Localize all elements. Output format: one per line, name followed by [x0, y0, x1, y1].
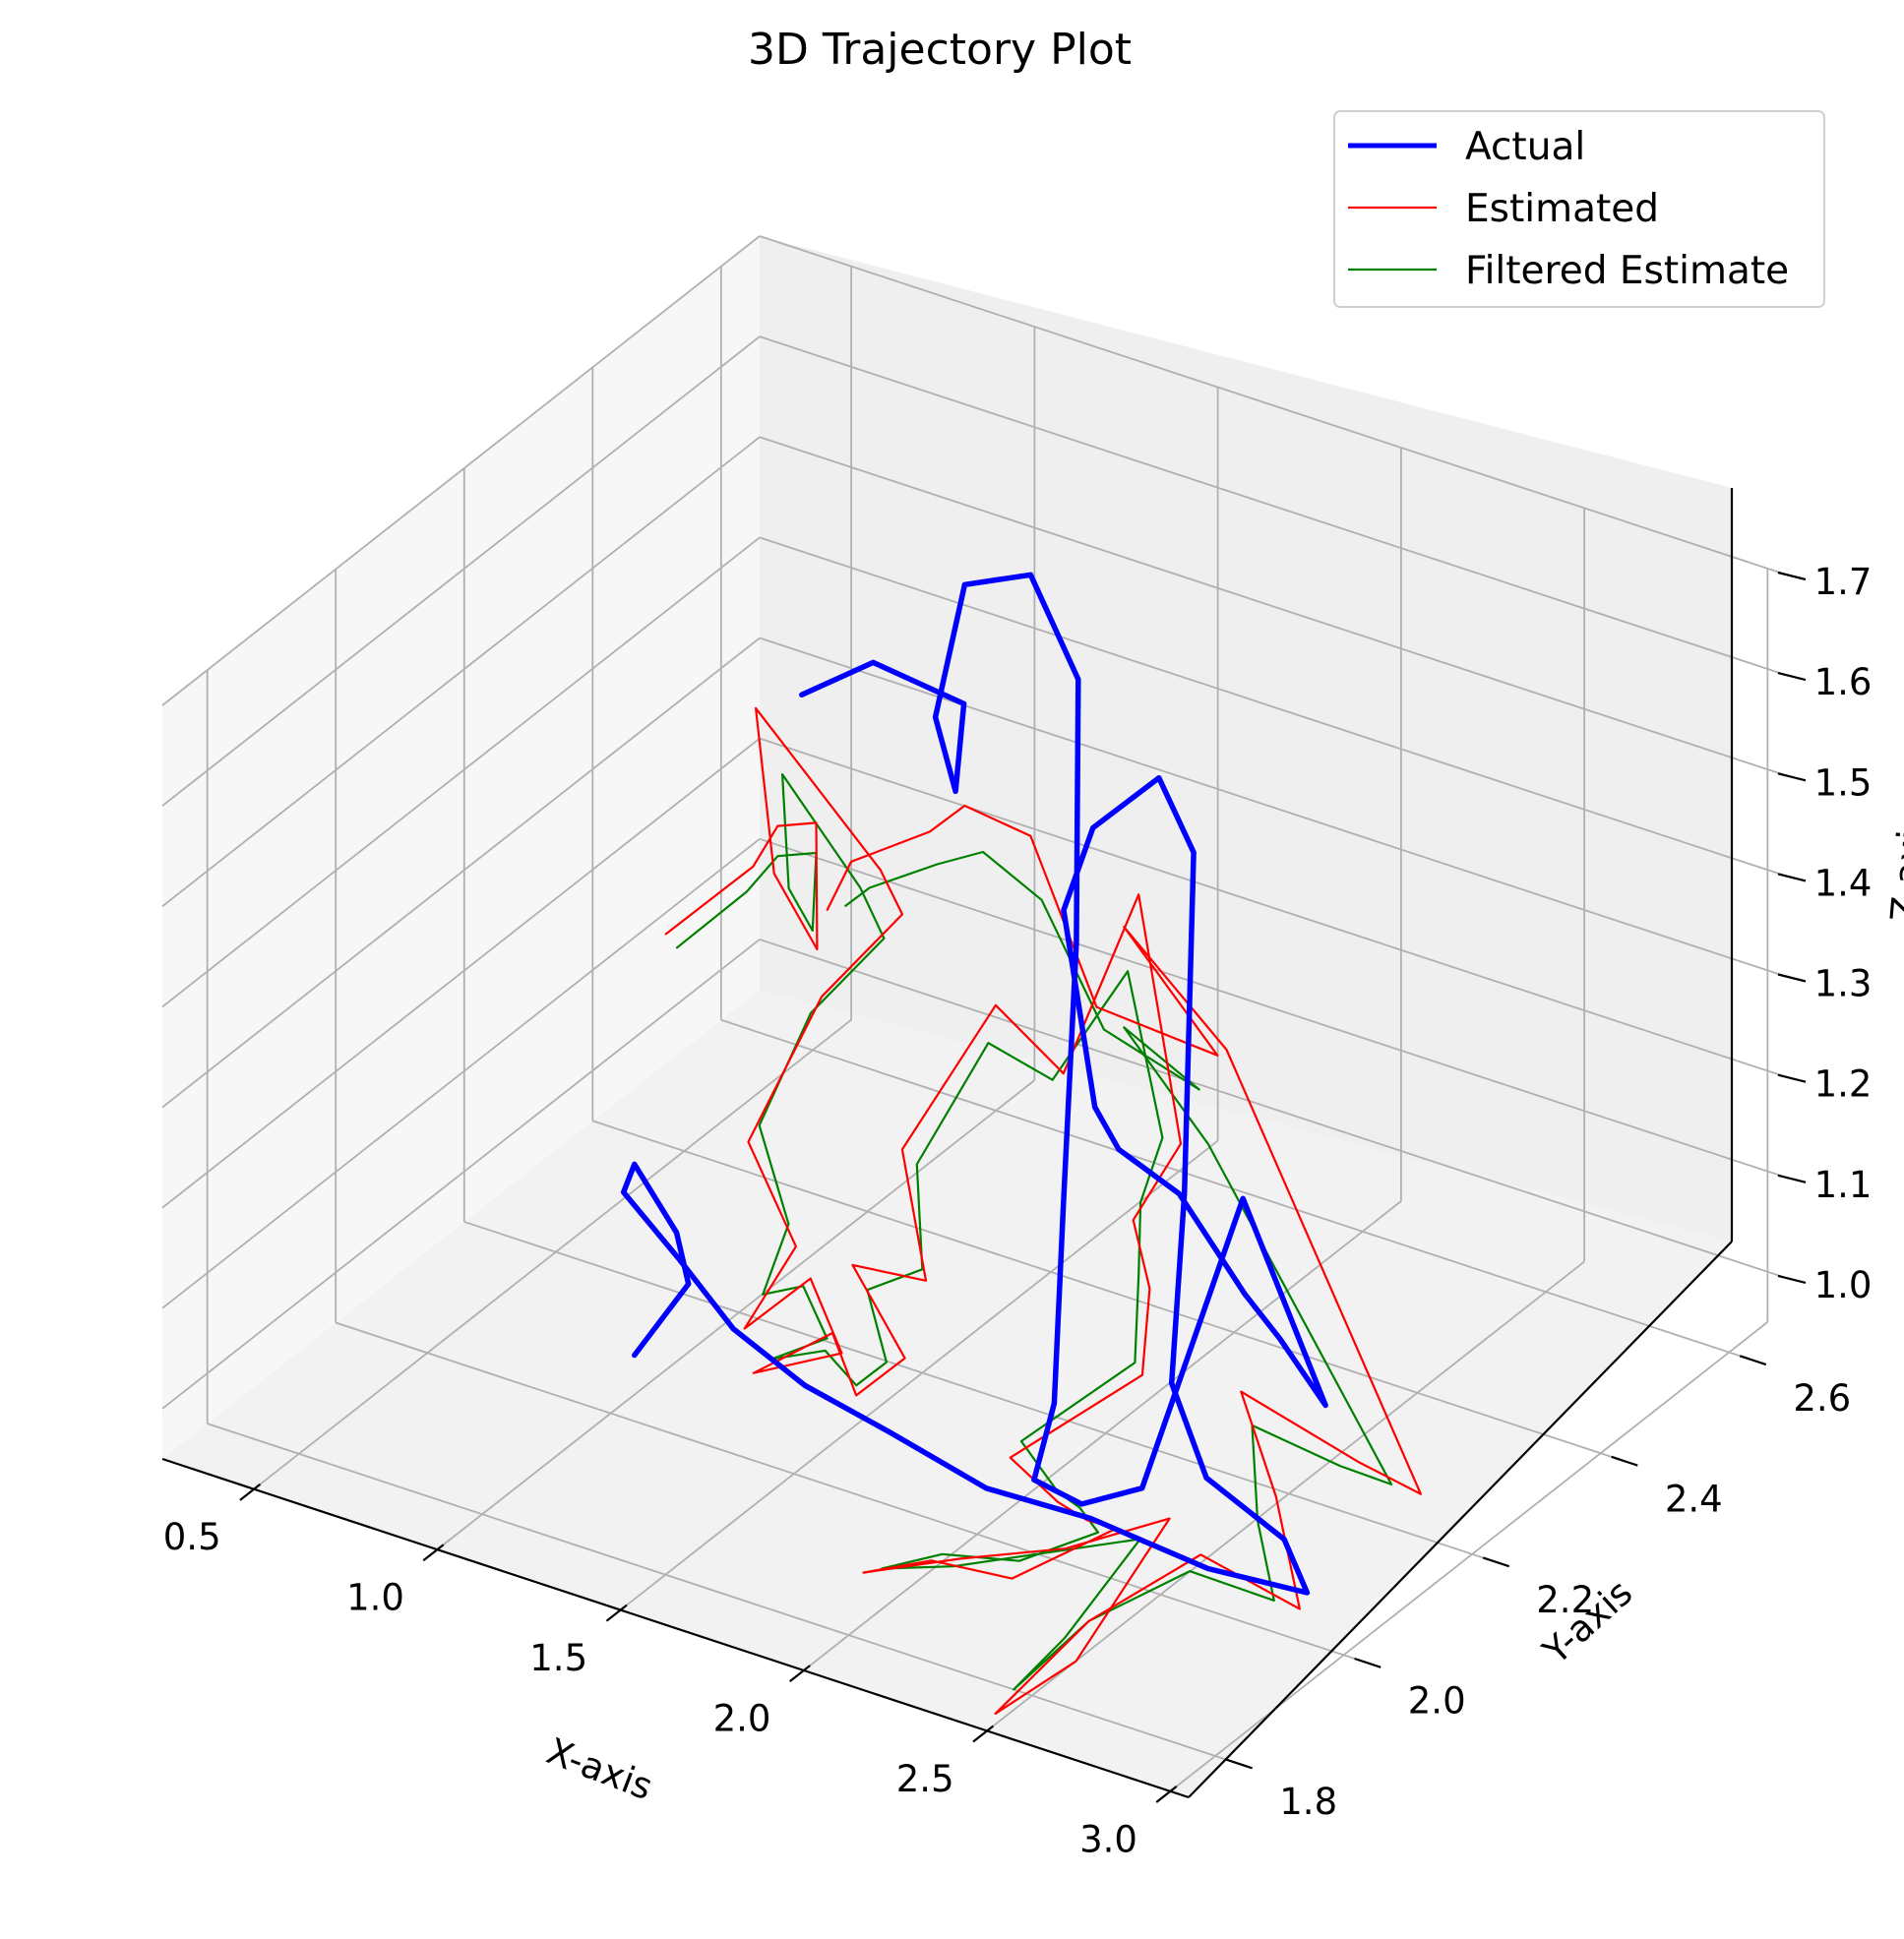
grid-z-back-1-1 [759, 837, 1787, 1179]
tick-marks: 0.5 1.0 1.5 2.0 2.5 3.0 1.8 2.0 2.2 2.4 2.6 1.0 1.1 1… [163, 561, 1873, 1860]
y-tick-label-1-8: 1.8 [1279, 1781, 1337, 1823]
chart-title: 3D Trajectory Plot [748, 25, 1132, 75]
grid-y-floor-1-8 [207, 1423, 1234, 1763]
y-tick-mark-2-0 [1354, 1657, 1382, 1668]
grid-lines [161, 235, 1787, 1792]
grid-x-floor-2-5 [986, 1260, 1585, 1732]
grid-x-floor-0-5 [253, 1019, 852, 1490]
series-line-estimated [664, 706, 1423, 1716]
grid-z-left-1-3 [161, 636, 761, 1109]
grid-x-floor-2-0 [803, 1200, 1402, 1671]
grid-z-left-1-6 [161, 335, 761, 807]
y-axis-line [1188, 1241, 1733, 1798]
x-tick-label-1-5: 1.5 [529, 1637, 587, 1679]
axis-lines [161, 488, 1734, 1799]
x-tick-mark-2-5 [972, 1725, 995, 1743]
x-tick-label-0-5: 0.5 [163, 1516, 221, 1558]
legend-label-actual: Actual [1465, 125, 1585, 169]
grid-z-back-1-4 [759, 536, 1787, 878]
x-tick-mark-3-0 [1155, 1786, 1178, 1803]
grid-y-floor-2-6 [720, 1018, 1749, 1360]
y-tick-label-2-0: 2.0 [1408, 1680, 1466, 1723]
grid-z-left-1-5 [161, 436, 761, 907]
legend-box [1333, 110, 1825, 308]
z-tick-label-1-5: 1.5 [1814, 761, 1873, 804]
legend-label-filtered-estimate: Filtered Estimate [1465, 249, 1789, 293]
z-tick-label-1-4: 1.4 [1814, 862, 1873, 904]
grid-x-floor-1-0 [436, 1079, 1035, 1550]
legend: Actual Estimated Filtered Estimate [1333, 110, 1825, 308]
y-tick-mark-1-8 [1225, 1758, 1254, 1770]
back-pane [760, 236, 1732, 1242]
z-tick-mark-1-1 [1777, 1174, 1807, 1183]
y-tick-mark-2-2 [1482, 1556, 1510, 1568]
grid-z-back-1-3 [759, 636, 1787, 978]
x-tick-label-2-0: 2.0 [713, 1697, 771, 1739]
y-tick-label-2-2: 2.2 [1536, 1579, 1594, 1621]
z-tick-label-1-2: 1.2 [1814, 1063, 1873, 1106]
z-axis-title: Z-axis [1882, 810, 1904, 924]
plot-area [620, 572, 1423, 1716]
y-tick-label-2-4: 2.4 [1665, 1478, 1723, 1520]
z-tick-mark-1-2 [1777, 1073, 1807, 1083]
axis-panes [162, 236, 1732, 1797]
grid-z-back-1-6 [759, 335, 1787, 676]
x-tick-label-2-5: 2.5 [896, 1758, 954, 1800]
grid-z-left-1-2 [161, 737, 761, 1209]
x-tick-mark-0-5 [239, 1483, 262, 1501]
grid-z-back-1-2 [759, 737, 1787, 1078]
grid-z-back-1-7 [759, 235, 1787, 576]
grid-z-left-1-0 [161, 939, 761, 1410]
grid-x-floor-1-5 [620, 1139, 1219, 1611]
grid-z-left-1-1 [161, 838, 761, 1309]
z-tick-label-1-6: 1.6 [1814, 661, 1873, 703]
grid-z-back-1-0 [759, 939, 1787, 1279]
x-tick-label-3-0: 3.0 [1079, 1818, 1137, 1860]
grid-y-floor-2-2 [463, 1221, 1492, 1561]
grid-y-floor-2-0 [335, 1321, 1363, 1663]
left-pane [162, 236, 760, 1459]
y-tick-label-2-6: 2.6 [1793, 1377, 1851, 1420]
z-tick-mark-1-3 [1777, 973, 1807, 983]
x-tick-mark-1-0 [422, 1544, 445, 1562]
grid-z-back-1-5 [759, 436, 1787, 777]
x-axis-line [161, 1457, 1190, 1799]
z-tick-label-1-1: 1.1 [1814, 1164, 1873, 1206]
z-tick-mark-1-0 [1777, 1274, 1807, 1284]
y-tick-mark-2-6 [1739, 1355, 1767, 1366]
legend-label-estimated: Estimated [1465, 187, 1659, 231]
z-tick-label-1-0: 1.0 [1814, 1264, 1873, 1306]
x-tick-label-1-0: 1.0 [346, 1577, 404, 1619]
z-tick-mark-1-6 [1777, 672, 1807, 682]
floor-pane [162, 990, 1732, 1797]
series-line-actual [620, 572, 1328, 1596]
z-tick-label-1-3: 1.3 [1814, 963, 1873, 1005]
x-tick-mark-1-5 [605, 1604, 628, 1622]
grid-z-left-1-4 [161, 536, 761, 1008]
z-tick-label-1-7: 1.7 [1814, 561, 1873, 603]
y-tick-mark-2-4 [1611, 1455, 1638, 1467]
z-tick-mark-1-7 [1777, 571, 1807, 581]
grid-z-left-1-7 [161, 235, 761, 706]
x-axis-title: X-axis [541, 1729, 658, 1808]
z-tick-mark-1-4 [1777, 873, 1807, 882]
x-tick-mark-2-0 [789, 1665, 811, 1682]
z-tick-mark-1-5 [1777, 772, 1807, 782]
